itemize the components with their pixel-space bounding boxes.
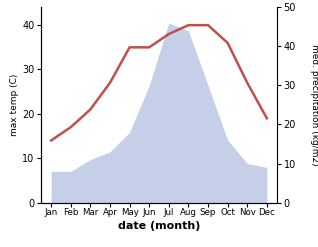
X-axis label: date (month): date (month): [118, 221, 200, 231]
Y-axis label: med. precipitation (kg/m2): med. precipitation (kg/m2): [310, 44, 318, 166]
Y-axis label: max temp (C): max temp (C): [10, 74, 19, 136]
